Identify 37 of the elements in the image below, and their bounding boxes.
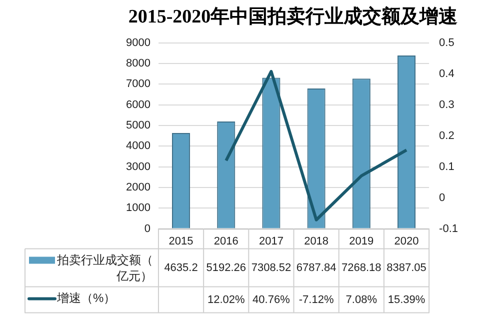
data-label: 8387.05 <box>386 262 426 274</box>
y-tick-label: 3000 <box>126 160 150 173</box>
y-tick-label: 6000 <box>126 98 150 111</box>
y2-tick-label: 0.1 <box>439 160 454 173</box>
x-tick-label: 2020 <box>394 235 419 248</box>
x-tick-label: 2017 <box>258 235 284 248</box>
y-tick-label: 7000 <box>126 78 150 90</box>
y2-tick-label: -0.1 <box>439 222 458 235</box>
y-tick-label: 8000 <box>126 58 150 70</box>
y-tick-label: 0 <box>144 222 150 235</box>
y2-tick-label: 0.3 <box>439 98 454 111</box>
y2-tick-label: 0.2 <box>439 130 454 142</box>
data-label: -7.12% <box>298 294 334 306</box>
y2-tick-label: 0.5 <box>439 36 454 49</box>
data-label: 6787.84 <box>296 262 336 274</box>
x-tick-label: 2018 <box>304 235 329 248</box>
data-label: 12.02% <box>207 294 245 306</box>
data-label: 7308.52 <box>251 262 292 274</box>
y-tick-label: 9000 <box>126 36 150 49</box>
y-tick-label: 1000 <box>126 202 150 214</box>
y-tick-label: 2000 <box>126 182 150 194</box>
data-label: 5192.26 <box>206 262 246 274</box>
data-label: 15.39% <box>388 294 426 306</box>
data-label: 4635.2 <box>164 262 198 274</box>
y2-tick-label: 0.4 <box>439 68 454 80</box>
x-tick-label: 2019 <box>349 235 374 248</box>
y-tick-label: 4000 <box>126 140 150 152</box>
x-tick-label: 2016 <box>214 235 238 248</box>
y2-tick-label: 0 <box>439 192 446 204</box>
x-tick-label: 2015 <box>168 235 194 248</box>
legend-label: 拍卖行业成交额（亿元） <box>56 253 153 284</box>
y-tick-label: 5000 <box>126 120 150 132</box>
data-label: 40.76% <box>252 294 290 306</box>
data-label: 7268.18 <box>342 262 382 274</box>
legend-label: 增速（%） <box>56 291 116 306</box>
chart-title: 2015-2020年中国拍卖行业成交额及增速 <box>128 5 458 28</box>
data-label: 7.08% <box>346 294 378 306</box>
